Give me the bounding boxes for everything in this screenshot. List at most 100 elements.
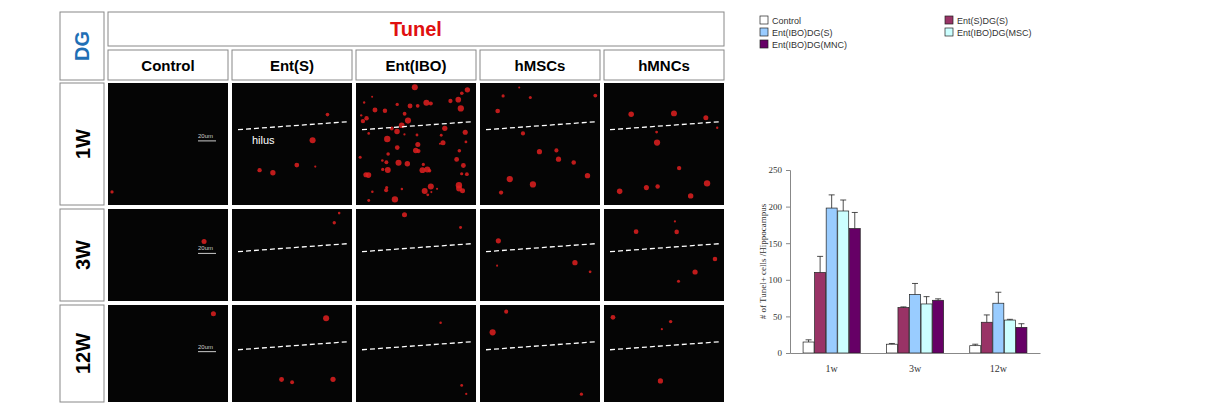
- error-bar: [843, 200, 844, 211]
- region-box: [60, 12, 104, 80]
- scale-bar-label: 20um: [198, 245, 213, 251]
- scale-bar-label: 20um: [198, 133, 213, 139]
- tunel-signal: [654, 139, 660, 145]
- tunel-signal: [279, 377, 284, 382]
- tunel-signal: [518, 86, 520, 88]
- title-box: [108, 12, 724, 46]
- tunel-signal: [361, 119, 365, 123]
- tunel-signal: [465, 393, 467, 395]
- tunel-signal: [617, 189, 623, 195]
- micrograph: [480, 209, 600, 301]
- tunel-signal: [530, 181, 536, 187]
- y-tick-mark: [786, 170, 790, 171]
- tunel-signal: [465, 141, 468, 144]
- tunel-signal: [571, 160, 576, 165]
- micrograph: [480, 305, 600, 402]
- tunel-signal: [572, 260, 577, 265]
- tunel-signal: [359, 156, 362, 159]
- column-header-box: [108, 50, 228, 80]
- tunel-signal: [537, 149, 542, 154]
- error-cap: [840, 200, 846, 201]
- tunel-signal: [405, 161, 410, 166]
- scale-bar: [198, 253, 216, 254]
- bar: [970, 346, 981, 353]
- tunel-signal: [338, 212, 341, 215]
- tunel-signal: [294, 163, 299, 168]
- legend: ControlEnt(S)DG(S)Ent(IBO)DG(S)Ent(IBO)D…: [760, 16, 1032, 50]
- bar: [898, 308, 909, 353]
- y-tick-mark: [786, 207, 790, 208]
- y-tick-label: 200: [769, 202, 783, 212]
- tunel-signal: [314, 165, 316, 167]
- tunel-signal: [554, 148, 558, 152]
- tunel-signal: [403, 112, 407, 116]
- tunel-signal: [644, 185, 649, 190]
- hilus-border: [610, 122, 720, 130]
- legend-item: Ent(IBO)DG(S): [760, 28, 833, 38]
- tunel-signal: [429, 101, 433, 105]
- error-cap: [829, 194, 835, 195]
- tunel-signal: [460, 188, 465, 193]
- legend-swatch: [760, 16, 768, 24]
- tunel-signal: [326, 113, 330, 117]
- tunel-signal: [423, 100, 429, 106]
- tunel-signal: [669, 320, 672, 323]
- hilus-border: [238, 122, 348, 130]
- tunel-signal: [408, 103, 413, 108]
- column-header-box: [356, 50, 476, 80]
- tunel-signal: [521, 131, 525, 135]
- row-label-box: [60, 209, 104, 301]
- error-cap: [935, 298, 941, 299]
- bar: [921, 304, 932, 353]
- tunel-signal: [416, 134, 419, 137]
- error-bar: [926, 297, 927, 304]
- tunel-signal: [436, 188, 438, 190]
- column-header: Ent(IBO): [386, 57, 447, 74]
- tunel-signal: [496, 238, 501, 243]
- error-cap: [806, 339, 812, 340]
- tunel-signal: [456, 182, 462, 188]
- y-tick-label: 0: [778, 348, 783, 358]
- row-label-box: [60, 305, 104, 402]
- hilus-border: [486, 342, 596, 350]
- tunel-signal: [371, 190, 374, 193]
- tunel-signal: [367, 199, 370, 202]
- tunel-signal: [367, 132, 370, 135]
- tunel-signal: [704, 180, 710, 186]
- y-tick: 150: [769, 239, 791, 249]
- tunel-signal: [655, 131, 658, 134]
- bar: [815, 272, 826, 353]
- column-header-box: [480, 50, 600, 80]
- tunel-signal: [396, 103, 399, 106]
- hilus-border: [238, 244, 348, 252]
- x-tick-label: 3w: [909, 363, 922, 374]
- tunel-signal: [580, 393, 583, 396]
- scale-bar: [198, 140, 216, 141]
- tunel-signal: [202, 239, 207, 244]
- tunel-signal: [401, 188, 404, 191]
- tunel-signal: [674, 220, 676, 222]
- tunel-signal: [395, 145, 400, 150]
- figure-root: DGTunelControlEnt(S)Ent(IBO)hMSCshMNCs1W…: [0, 0, 1210, 409]
- hilus-border: [238, 342, 348, 350]
- y-tick-mark: [786, 353, 790, 354]
- tunel-signal: [333, 221, 336, 224]
- micrograph: [604, 305, 724, 402]
- bar: [838, 211, 849, 353]
- hilus-border: [362, 244, 472, 252]
- tunel-signal: [688, 193, 693, 198]
- tunel-signal: [396, 160, 402, 166]
- region-label: DG: [71, 31, 93, 61]
- tunel-signal: [463, 130, 468, 135]
- legend-label: Ent(IBO)DG(MNC): [772, 40, 847, 50]
- error-bar: [831, 195, 832, 208]
- error-bar: [854, 212, 855, 228]
- y-tick: 100: [769, 275, 791, 285]
- tunel-signal: [371, 96, 373, 98]
- tunel-signal: [496, 265, 498, 267]
- tunel-signal: [422, 163, 425, 166]
- tunel-signal: [416, 149, 420, 153]
- tunel-signal: [402, 212, 407, 217]
- tunel-signal: [454, 157, 459, 162]
- error-bar: [1021, 324, 1022, 328]
